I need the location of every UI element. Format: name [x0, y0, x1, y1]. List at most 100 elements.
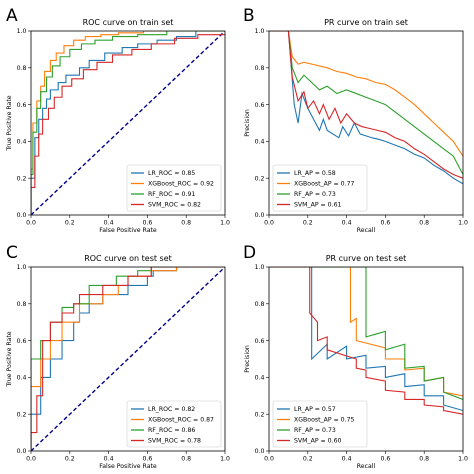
x-tick-label: 0.6 [380, 220, 390, 227]
series-line-rf [269, 31, 463, 175]
x-tick-label: 0.8 [419, 220, 429, 227]
x-tick-label: 1.0 [458, 220, 468, 227]
x-tick-label: 0.4 [104, 456, 114, 463]
series-line-svm [269, 267, 463, 415]
x-tick-label: 0.2 [65, 456, 75, 463]
x-tick-label: 0.6 [142, 220, 152, 227]
x-tick-label: 0.4 [342, 220, 352, 227]
legend: LR_AP = 0.57 XGBoost_AP = 0.75 RF_AP = 0.7… [272, 400, 368, 448]
y-tick-label: 1.0 [255, 28, 265, 35]
series-line-svm [31, 267, 225, 451]
legend-frame [126, 400, 222, 448]
series-line-rf [269, 267, 463, 400]
plot-frame [268, 30, 464, 216]
x-tick-label: 0.6 [380, 456, 390, 463]
x-tick-label: 1.0 [220, 220, 230, 227]
legend-frame [272, 164, 368, 212]
x-tick-label: 0.2 [303, 220, 313, 227]
chance-diagonal-line [31, 267, 225, 451]
x-tick-label: 0.4 [342, 456, 352, 463]
y-tick-label: 0.8 [255, 301, 265, 308]
series-line-xgboost [269, 31, 463, 157]
y-axis-label: True Positive Rate [6, 331, 13, 387]
y-axis-label: Precision [244, 109, 251, 137]
x-tick-label: 0.2 [65, 220, 75, 227]
x-tick-label: 0.8 [181, 456, 191, 463]
y-tick-label: 0.4 [17, 375, 27, 382]
legend-entry: XGBoost_AP = 0.77 [294, 181, 355, 188]
y-tick-label: 1.0 [17, 28, 27, 35]
plot-area [269, 267, 463, 415]
plot-frame [30, 30, 226, 216]
legend-entry: LR_ROC = 0.82 [148, 406, 195, 413]
x-axis-label: False Positive Rate [99, 463, 157, 470]
legend-entry: LR_AP = 0.58 [294, 170, 336, 177]
panel-c: C ROC curve on test set False Positive Rat… [6, 243, 230, 470]
x-tick-label: 0.0 [264, 220, 274, 227]
x-tick-label: 0.8 [181, 220, 191, 227]
y-tick-label: 0.8 [255, 65, 265, 72]
y-tick-label: 1.0 [17, 264, 27, 271]
x-axis-label: False Positive Rate [99, 227, 157, 234]
series-line-lr [269, 267, 463, 412]
y-tick-label: 0.8 [17, 301, 27, 308]
legend-entry: RF_AP = 0.73 [294, 191, 336, 198]
plot-frame [268, 266, 464, 452]
x-tick-label: 0.6 [142, 456, 152, 463]
plot-area [31, 31, 225, 215]
panel-a: A ROC curve on train set False Positive Ra… [6, 6, 230, 234]
x-tick-label: 0.8 [419, 456, 429, 463]
y-tick-label: 0.4 [17, 139, 27, 146]
y-axis-label: True Positive Rate [6, 95, 13, 151]
y-tick-label: 0.8 [17, 65, 27, 72]
y-tick-label: 0.0 [17, 212, 27, 219]
legend-entry: SVM_ROC = 0.82 [148, 202, 201, 209]
chart-title: PR curve on test set [326, 254, 407, 263]
y-tick-label: 0.6 [255, 102, 265, 109]
series-line-lr [31, 267, 225, 451]
chart-title: PR curve on train set [324, 18, 408, 27]
y-tick-label: 0.4 [255, 375, 265, 382]
y-tick-label: 0.6 [17, 338, 27, 345]
series-line-lr [269, 31, 463, 185]
series-line-lr [31, 31, 225, 215]
x-axis-label: Recall [357, 227, 376, 234]
legend-entry: SVM_ROC = 0.78 [148, 438, 201, 445]
y-tick-label: 0.0 [255, 448, 265, 455]
legend-entry: XGBoost_ROC = 0.92 [148, 181, 214, 188]
x-tick-label: 1.0 [458, 456, 468, 463]
x-axis-label: Recall [357, 463, 376, 470]
legend-entry: LR_ROC = 0.85 [148, 170, 195, 177]
legend: LR_ROC = 0.82 XGBoost_ROC = 0.87 RF_ROC = … [126, 400, 222, 448]
x-tick-label: 1.0 [220, 456, 230, 463]
legend-frame [272, 400, 368, 448]
legend: LR_ROC = 0.85 XGBoost_ROC = 0.92 RF_ROC = … [126, 164, 222, 212]
x-tick-label: 0.0 [264, 456, 274, 463]
legend-entry: XGBoost_ROC = 0.87 [148, 417, 214, 424]
y-tick-label: 0.2 [17, 411, 27, 418]
legend-entry: LR_AP = 0.57 [294, 406, 336, 413]
chart-title: ROC curve on test set [84, 254, 172, 263]
x-tick-label: 0.0 [26, 220, 36, 227]
panel-letter: B [243, 6, 255, 26]
y-tick-label: 0.2 [255, 411, 265, 418]
legend-entry: SVM_AP = 0.60 [294, 438, 342, 445]
legend-entry: RF_ROC = 0.86 [148, 427, 195, 434]
y-tick-label: 0.6 [17, 102, 27, 109]
series-line-svm [269, 31, 463, 179]
legend-entry: RF_ROC = 0.91 [148, 191, 195, 198]
legend: LR_AP = 0.58 XGBoost_AP = 0.77 RF_AP = 0.7… [272, 164, 368, 212]
y-tick-label: 0.0 [255, 212, 265, 219]
legend-entry: RF_AP = 0.73 [294, 427, 336, 434]
x-tick-label: 0.2 [303, 456, 313, 463]
y-tick-label: 0.2 [255, 175, 265, 182]
chart-title: ROC curve on train set [83, 18, 174, 27]
y-tick-label: 0.6 [255, 338, 265, 345]
y-tick-label: 0.4 [255, 139, 265, 146]
panel-letter: D [243, 243, 256, 263]
legend-entry: XGBoost_AP = 0.75 [294, 417, 355, 424]
series-line-rf [31, 31, 225, 215]
series-line-svm [31, 34, 225, 215]
